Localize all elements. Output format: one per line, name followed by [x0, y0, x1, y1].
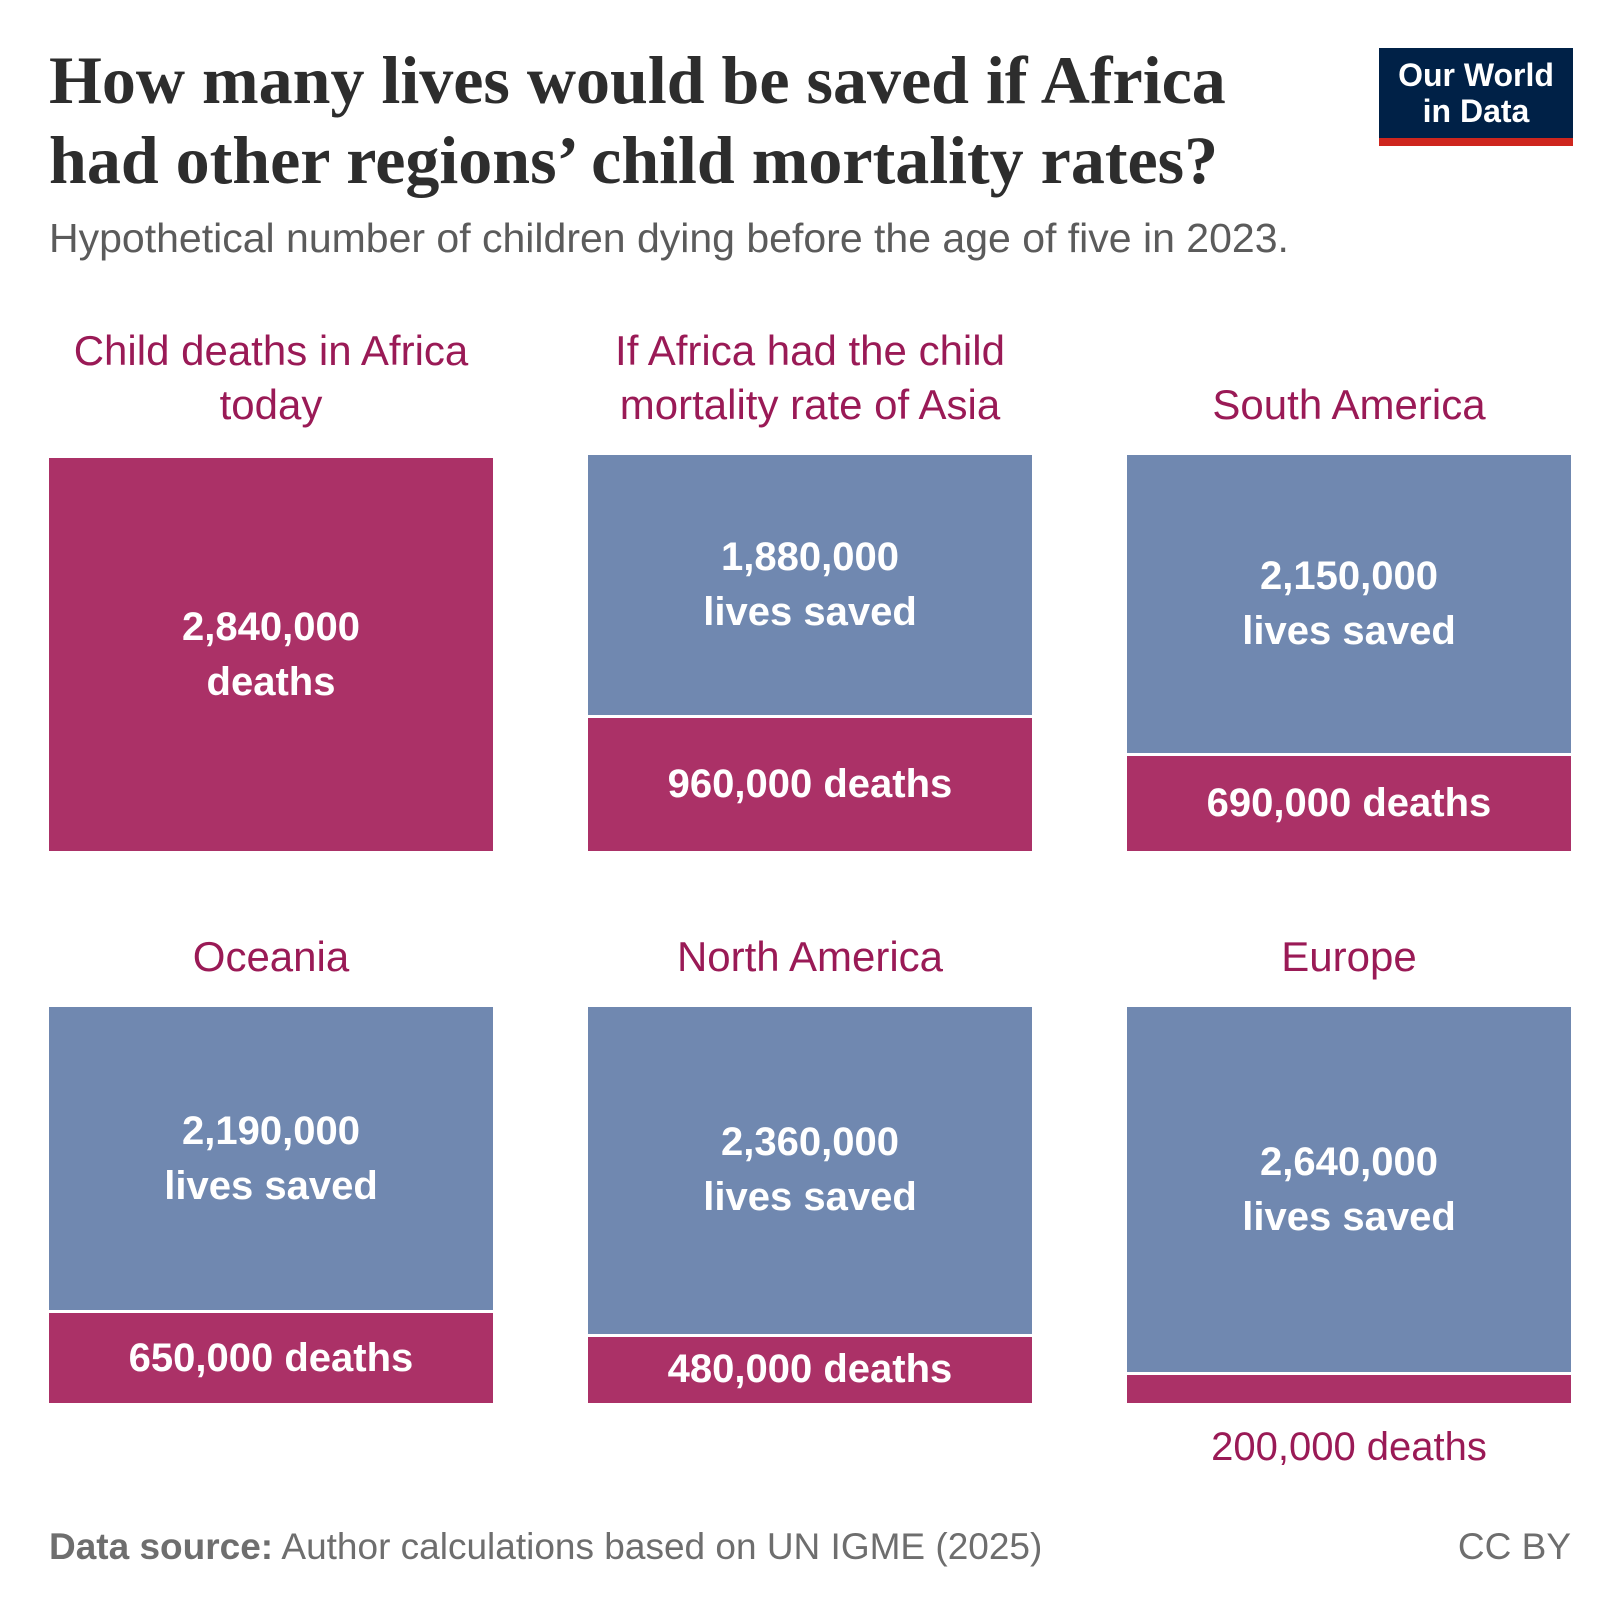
saved-label: 2,150,000 lives saved [1242, 553, 1456, 653]
saved-bar [1127, 1007, 1571, 1373]
deaths-bar [49, 458, 493, 851]
license: CC BY [1457, 1526, 1571, 1567]
panel-title: North America [676, 933, 944, 980]
panel-title: Oceania [192, 933, 350, 980]
saved-label: 2,360,000 lives saved [703, 1120, 917, 1220]
source-label: Data source: [49, 1526, 274, 1567]
panel-title: If Africa had the child mortality rate o… [615, 327, 1005, 428]
logo: Our World in Data [1379, 48, 1573, 146]
source-text: Author calculations based on UN IGME (20… [281, 1526, 1043, 1567]
deaths-label: 690,000 deaths [1206, 780, 1492, 825]
deaths-label: 2,840,000 deaths [182, 604, 360, 704]
chart-subtitle: Hypothetical number of children dying be… [49, 215, 1289, 261]
saved-label: 2,640,000 lives saved [1242, 1139, 1456, 1239]
saved-bar [49, 1007, 493, 1311]
deaths-label: 200,000 deaths [1211, 1425, 1487, 1469]
deaths-bar [588, 1336, 1032, 1403]
chart-title: How many lives would be saved if Africa … [49, 42, 1226, 198]
deaths-bar [1127, 1375, 1571, 1403]
deaths-label: 960,000 deaths [667, 762, 953, 807]
deaths-label: 650,000 deaths [128, 1335, 414, 1380]
deaths-bar [588, 718, 1032, 851]
deaths-bar [49, 1313, 493, 1403]
deaths-label: 480,000 deaths [667, 1347, 953, 1392]
deaths-bar [1127, 755, 1571, 851]
panel-title: South America [1212, 381, 1486, 428]
source: Data source: Author calculations based o… [49, 1526, 1042, 1568]
saved-bar [588, 455, 1032, 716]
saved-bar [588, 1007, 1032, 1334]
saved-label: 1,880,000 lives saved [703, 535, 917, 635]
panel-title: Europe [1281, 933, 1417, 980]
logo-text: Our World in Data [1398, 57, 1554, 129]
saved-label: 2,190,000 lives saved [164, 1108, 378, 1208]
saved-bar [1127, 455, 1571, 753]
panel-title: Child deaths in Africa today [73, 327, 469, 428]
